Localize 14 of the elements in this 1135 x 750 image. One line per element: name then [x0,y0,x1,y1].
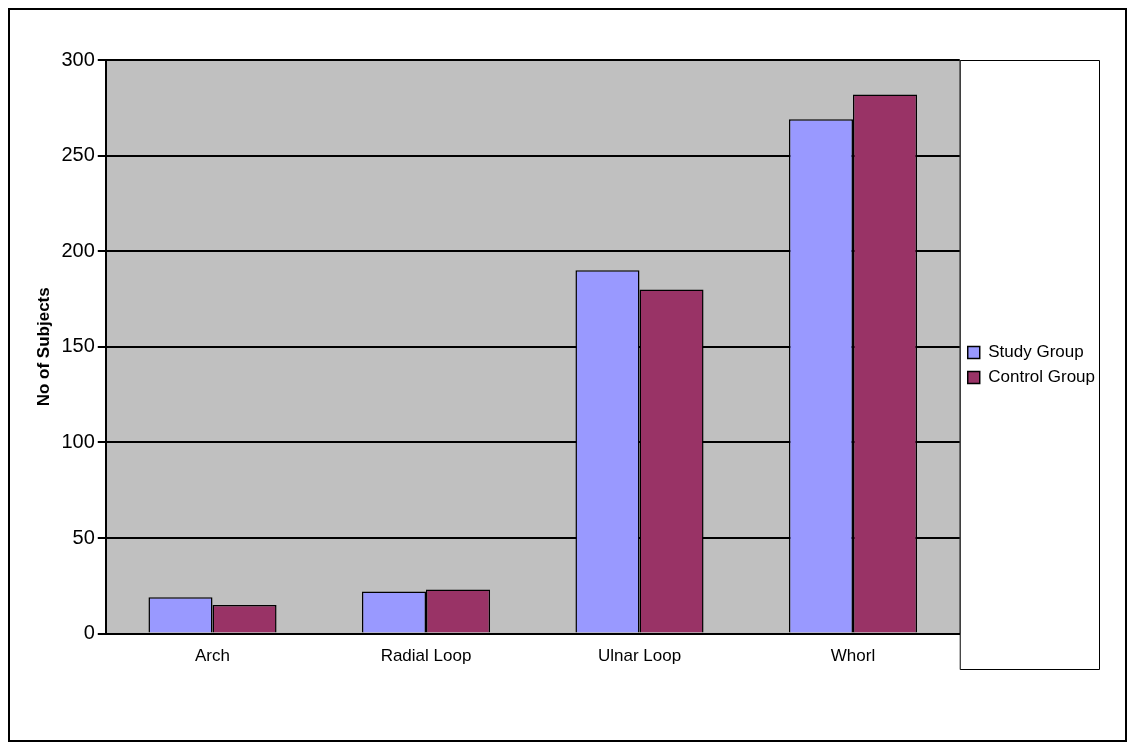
y-tick-label: 150 [61,334,95,357]
y-tick-label: 100 [61,429,95,452]
y-tick-label: 50 [72,525,95,548]
y-tick-label: 0 [83,621,95,644]
y-axis-title: No of Subjects [33,287,53,407]
x-tick-label: Ulnar Loop [597,646,682,666]
y-tick-label: 300 [61,47,95,70]
x-tick-label: Whorl [830,646,876,666]
y-tick-label: 250 [61,143,95,166]
legend-label: Control Group [988,367,1096,387]
legend-label: Study Group [988,342,1084,362]
x-tick-label: Arch [195,646,230,666]
y-tick-label: 200 [61,238,95,261]
x-tick-label: Radial Loop [380,646,472,666]
